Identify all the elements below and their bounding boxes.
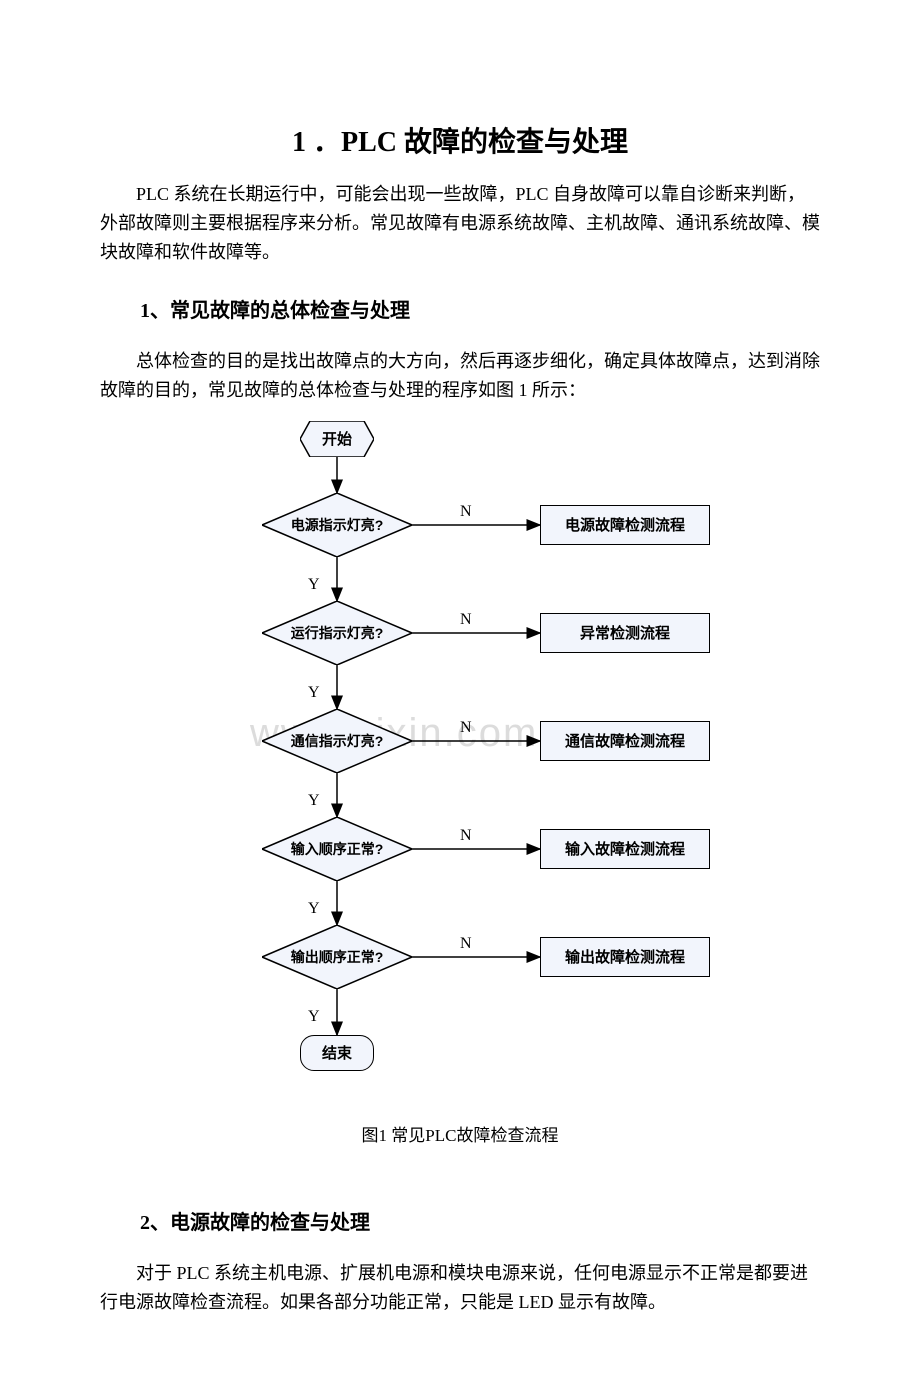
edge-label: N bbox=[460, 503, 472, 521]
edge-label: Y bbox=[308, 684, 320, 702]
section-2-paragraph: 对于 PLC 系统主机电源、扩展机电源和模块电源来说，任何电源显示不正常是都要进… bbox=[100, 1259, 820, 1317]
flowchart-node-p4: 输入故障检测流程 bbox=[540, 829, 710, 869]
edge-label: Y bbox=[308, 1008, 320, 1026]
intro-paragraph: PLC 系统在长期运行中，可能会出现一些故障，PLC 自身故障可以靠自诊断来判断… bbox=[100, 180, 820, 266]
flowchart-container: www.zixin.com.cn NYNYNYNYNY开始电源指示灯亮?电源故障… bbox=[180, 421, 740, 1101]
flowchart-node-d4: 输入顺序正常? bbox=[262, 817, 412, 881]
flowchart-node-d1: 电源指示灯亮? bbox=[262, 493, 412, 557]
flowchart-node-d2: 运行指示灯亮? bbox=[262, 601, 412, 665]
edge-label: Y bbox=[308, 576, 320, 594]
page-title: 1 ．PLC 故障的检查与处理 bbox=[100, 120, 820, 160]
edge-label: Y bbox=[308, 900, 320, 918]
flowchart-node-p1: 电源故障检测流程 bbox=[540, 505, 710, 545]
flowchart-node-p2: 异常检测流程 bbox=[540, 613, 710, 653]
section-2-heading: 2、电源故障的检查与处理 bbox=[140, 1206, 820, 1235]
edge-label: N bbox=[460, 935, 472, 953]
flowchart-node-p3: 通信故障检测流程 bbox=[540, 721, 710, 761]
edge-label: N bbox=[460, 719, 472, 737]
section-1-heading: 1、常见故障的总体检查与处理 bbox=[140, 294, 820, 323]
edge-label: Y bbox=[308, 792, 320, 810]
edge-label: N bbox=[460, 827, 472, 845]
flowchart-node-d3: 通信指示灯亮? bbox=[262, 709, 412, 773]
flowchart-caption: 图1 常见PLC故障检查流程 bbox=[100, 1121, 820, 1146]
section-1-paragraph: 总体检查的目的是找出故障点的大方向，然后再逐步细化，确定具体故障点，达到消除故障… bbox=[100, 347, 820, 405]
edge-label: N bbox=[460, 611, 472, 629]
flowchart-node-start: 开始 bbox=[300, 421, 374, 457]
flowchart-node-end: 结束 bbox=[300, 1035, 374, 1071]
flowchart-node-p5: 输出故障检测流程 bbox=[540, 937, 710, 977]
flowchart-node-d5: 输出顺序正常? bbox=[262, 925, 412, 989]
